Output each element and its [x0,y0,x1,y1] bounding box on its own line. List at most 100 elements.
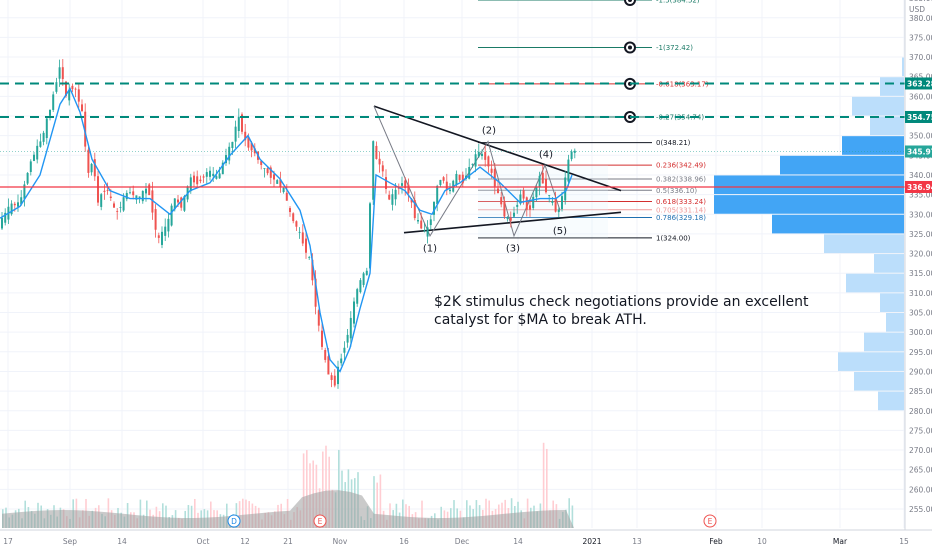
volume-bar [571,505,574,528]
price-tick-label: 285.00 [909,387,932,396]
candle-body [401,183,403,186]
currency-label: USD [909,5,925,14]
candle-body [119,207,122,208]
candle-body [45,118,48,139]
candle-body [282,187,285,193]
volume-bar [190,505,193,528]
candle-body [68,89,71,101]
candle-body [532,196,535,208]
candle-body [369,203,371,269]
candle-body [218,173,221,179]
candle-body [161,231,163,245]
candle-body [333,375,336,386]
candle-body [170,205,173,226]
candle-body [321,330,323,347]
candle-body [231,141,234,149]
price-tick-label: 370.00 [909,53,932,62]
time-tick-label: Feb [709,537,723,546]
candle-body [125,192,128,200]
candle-body [250,142,253,151]
event-marker[interactable] [313,514,327,528]
price-tick-label: 275.00 [909,426,932,435]
candle-body [413,199,416,219]
candle-body [442,177,445,181]
wave-label: (3) [506,244,520,255]
time-tick-label: 17 [3,537,13,546]
candle-body [445,181,448,191]
candle-body [484,151,487,160]
candle-body [276,180,279,184]
candle-body [13,203,16,206]
volume-profile-bar [714,195,904,214]
volume-bar [325,445,327,528]
candle-body [468,166,471,179]
volume-bar [245,499,247,528]
volume-bar [379,474,382,528]
candle-body [97,176,99,203]
candle-body [385,177,387,190]
target-icon [628,45,632,50]
candle-body [490,168,493,173]
candle-body [26,172,29,184]
candle-body [567,159,570,182]
candle-body [189,177,192,192]
event-marker-label: E [318,517,323,526]
candle-body [215,176,218,179]
candle-body [404,180,407,189]
price-tick-label: 315.00 [909,269,932,278]
annotation-line-2: catalyst for $MA to break ATH. [434,312,647,328]
volume-bar [440,506,442,528]
candle-body [365,270,368,275]
wave-label: (1) [423,244,437,255]
candle-body [423,230,426,232]
price-tick-label: 365.00 [909,73,932,82]
candle-body [545,178,547,193]
candle-body [516,204,519,207]
volume-bars [2,442,574,528]
candle-body [407,184,410,194]
candle-body [327,356,330,375]
event-marker[interactable] [227,514,241,528]
last-price-tag: 345.97 [907,147,932,156]
candle-body [330,375,333,381]
volume-profile-bar [852,96,904,116]
candle-body [234,126,237,142]
candle-body [458,174,461,181]
candle-body [61,67,64,80]
volume-profile-bar [842,136,904,155]
price-axis-labels: 363.28 354.75 345.97 336.94 [905,77,932,193]
candle-body [141,190,144,202]
price-tick-label: 320.00 [909,250,932,259]
candle-body [205,172,208,177]
candle-body [196,176,199,185]
candle-body [145,188,147,194]
time-tick-label: 2021 [582,537,601,546]
candle-body [81,104,83,112]
time-tick-label: Sep [63,537,77,546]
candle-body [417,220,419,222]
candle-body [263,168,266,170]
candle-body [279,179,282,188]
volume-profile-bar [780,155,904,175]
candle-body [122,197,125,211]
volume-bar [510,498,513,528]
time-axis[interactable]: 17 Sep 14 Oct 12 21 Nov 16 Dec 14 2021 13 Feb 10 Mar 15 [0,529,932,546]
candle-body [1,217,3,229]
fib-level-label: -1.5(384.52) [656,0,700,4]
volume-bar [453,500,455,528]
candle-body [183,196,186,211]
candle-body [375,145,378,159]
event-marker[interactable] [703,514,717,528]
candle-body [132,191,135,196]
volume-profile-bar [886,313,904,332]
volume-bar [226,503,228,528]
candle-body [356,289,359,304]
volume-profile [714,57,904,411]
candle-body [513,212,515,217]
event-marker-label: D [231,517,237,526]
candle-body [266,168,269,174]
candle-body [36,145,39,160]
candle-body [471,163,474,165]
